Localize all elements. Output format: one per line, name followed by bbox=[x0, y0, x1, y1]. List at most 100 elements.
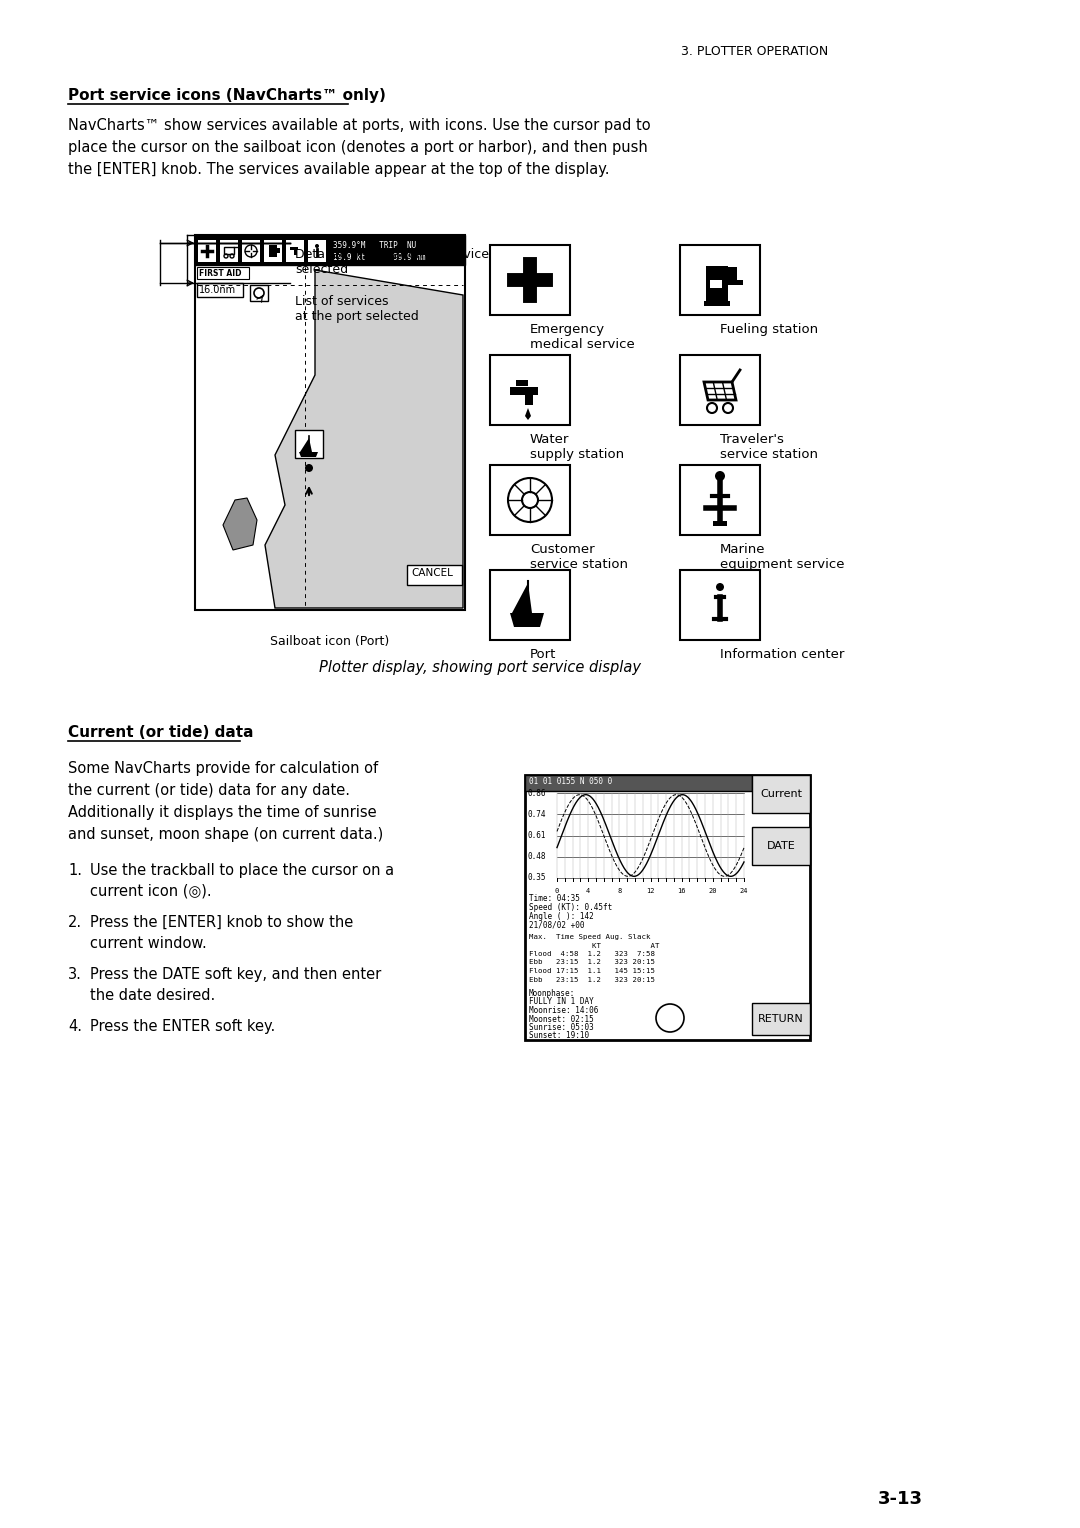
Text: FULLY IN 1 DAY: FULLY IN 1 DAY bbox=[529, 998, 594, 1007]
Bar bbox=[197, 267, 249, 280]
Bar bbox=[752, 827, 810, 865]
Text: Traveler's
service station: Traveler's service station bbox=[720, 432, 818, 461]
Text: the current (or tide) data for any date.: the current (or tide) data for any date. bbox=[68, 782, 350, 798]
Text: current window.: current window. bbox=[90, 937, 206, 950]
Text: 24: 24 bbox=[740, 888, 748, 894]
Text: 01 01 0155 N 050 0: 01 01 0155 N 050 0 bbox=[529, 778, 612, 785]
Bar bbox=[525, 390, 534, 396]
Text: 0.61: 0.61 bbox=[527, 831, 545, 840]
Text: FIRST AID: FIRST AID bbox=[199, 269, 242, 278]
Bar bbox=[220, 240, 238, 261]
Text: Sunset: 19:10: Sunset: 19:10 bbox=[529, 1031, 589, 1041]
Text: Detailed information of service
selected: Detailed information of service selected bbox=[295, 248, 489, 277]
Bar bbox=[264, 240, 282, 261]
Text: 21/08/02 +00: 21/08/02 +00 bbox=[529, 921, 584, 931]
Text: place the cursor on the sailboat icon (denotes a port or harbor), and then push: place the cursor on the sailboat icon (d… bbox=[68, 141, 648, 154]
Text: Angle ( ): 142: Angle ( ): 142 bbox=[529, 912, 594, 921]
Circle shape bbox=[305, 465, 313, 472]
Text: Marine
equipment service: Marine equipment service bbox=[720, 542, 845, 571]
Polygon shape bbox=[300, 439, 312, 452]
Text: Speed (KT): 0.45ft: Speed (KT): 0.45ft bbox=[529, 903, 612, 912]
Text: 0.48: 0.48 bbox=[527, 853, 545, 862]
Bar bbox=[510, 387, 538, 396]
Text: Some NavCharts provide for calculation of: Some NavCharts provide for calculation o… bbox=[68, 761, 378, 776]
Text: the date desired.: the date desired. bbox=[90, 989, 215, 1002]
Text: 8: 8 bbox=[617, 888, 621, 894]
Text: 4: 4 bbox=[586, 888, 591, 894]
Text: Press the ENTER soft key.: Press the ENTER soft key. bbox=[90, 1019, 275, 1034]
Polygon shape bbox=[512, 584, 532, 613]
Text: KT           AT: KT AT bbox=[529, 943, 660, 949]
Text: Use the trackball to place the cursor on a: Use the trackball to place the cursor on… bbox=[90, 863, 394, 879]
Text: Ebb   23:15  1.2   323 20:15: Ebb 23:15 1.2 323 20:15 bbox=[529, 960, 654, 966]
Bar bbox=[710, 280, 723, 287]
Circle shape bbox=[315, 244, 319, 248]
Bar bbox=[706, 266, 728, 303]
Text: DATE: DATE bbox=[767, 840, 795, 851]
Text: current icon (◎).: current icon (◎). bbox=[90, 885, 212, 898]
Bar bbox=[249, 286, 268, 301]
Polygon shape bbox=[265, 270, 463, 608]
Text: RETURN: RETURN bbox=[758, 1015, 804, 1024]
Text: NavCharts™ show services available at ports, with icons. Use the cursor pad to: NavCharts™ show services available at po… bbox=[68, 118, 650, 133]
Bar bbox=[752, 1002, 810, 1034]
Text: Moonset: 02:15: Moonset: 02:15 bbox=[529, 1015, 594, 1024]
Text: Flood 17:15  1.1   145 15:15: Flood 17:15 1.1 145 15:15 bbox=[529, 969, 654, 973]
Text: Water
supply station: Water supply station bbox=[530, 432, 624, 461]
Text: Port service icons (NavCharts™ only): Port service icons (NavCharts™ only) bbox=[68, 89, 386, 102]
Bar bbox=[680, 354, 760, 425]
Text: 2.: 2. bbox=[68, 915, 82, 931]
Text: Flood  4:58  1.2   323  7:58: Flood 4:58 1.2 323 7:58 bbox=[529, 950, 654, 957]
Text: 0.74: 0.74 bbox=[527, 810, 545, 819]
Text: Ebb   23:15  1.2   323 20:15: Ebb 23:15 1.2 323 20:15 bbox=[529, 976, 654, 983]
Bar bbox=[490, 244, 570, 315]
Text: 3-13: 3-13 bbox=[877, 1490, 922, 1508]
Bar bbox=[242, 240, 260, 261]
Bar bbox=[490, 354, 570, 425]
Text: Current (or tide) data: Current (or tide) data bbox=[68, 724, 254, 740]
Text: Moonrise: 14:06: Moonrise: 14:06 bbox=[529, 1005, 598, 1015]
Text: and sunset, moon shape (on current data.): and sunset, moon shape (on current data.… bbox=[68, 827, 383, 842]
Text: Moonphase:: Moonphase: bbox=[529, 989, 576, 998]
Text: 20: 20 bbox=[708, 888, 717, 894]
Text: 19.9 kt      99.9 nm: 19.9 kt 99.9 nm bbox=[333, 252, 426, 261]
Bar bbox=[269, 244, 276, 257]
Bar bbox=[680, 465, 760, 535]
Text: Current: Current bbox=[760, 788, 802, 799]
Circle shape bbox=[656, 1004, 684, 1031]
Bar bbox=[727, 267, 737, 286]
Text: 16.0nm: 16.0nm bbox=[199, 286, 237, 295]
Text: Press the DATE soft key, and then enter: Press the DATE soft key, and then enter bbox=[90, 967, 381, 983]
Polygon shape bbox=[510, 613, 544, 626]
Text: the [ENTER] knob. The services available appear at the top of the display.: the [ENTER] knob. The services available… bbox=[68, 162, 609, 177]
Text: List of services
at the port selected: List of services at the port selected bbox=[295, 295, 419, 322]
Bar bbox=[727, 280, 743, 286]
Bar bbox=[680, 244, 760, 315]
Text: 0.35: 0.35 bbox=[527, 874, 545, 883]
Bar bbox=[308, 240, 326, 261]
Bar bbox=[752, 775, 810, 813]
Polygon shape bbox=[299, 452, 318, 457]
Text: 16: 16 bbox=[677, 888, 686, 894]
Text: Time: 04:35: Time: 04:35 bbox=[529, 894, 580, 903]
Text: Port: Port bbox=[530, 648, 556, 662]
Bar bbox=[407, 565, 462, 585]
Text: Information center: Information center bbox=[720, 648, 845, 662]
Bar bbox=[680, 570, 760, 640]
Bar bbox=[713, 521, 727, 526]
Bar bbox=[295, 429, 323, 458]
Text: 3.: 3. bbox=[68, 967, 82, 983]
Polygon shape bbox=[525, 408, 531, 420]
Text: 359.9°M   TRIP  NU: 359.9°M TRIP NU bbox=[333, 240, 416, 249]
Bar bbox=[704, 301, 730, 306]
Bar bbox=[525, 775, 752, 792]
Text: Press the [ENTER] knob to show the: Press the [ENTER] knob to show the bbox=[90, 915, 353, 931]
Bar bbox=[195, 235, 465, 264]
Text: Emergency
medical service: Emergency medical service bbox=[530, 322, 635, 351]
Text: 12: 12 bbox=[646, 888, 654, 894]
Text: 4.: 4. bbox=[68, 1019, 82, 1034]
Bar bbox=[516, 380, 528, 387]
Bar bbox=[195, 235, 465, 610]
Bar bbox=[490, 570, 570, 640]
Bar bbox=[490, 465, 570, 535]
